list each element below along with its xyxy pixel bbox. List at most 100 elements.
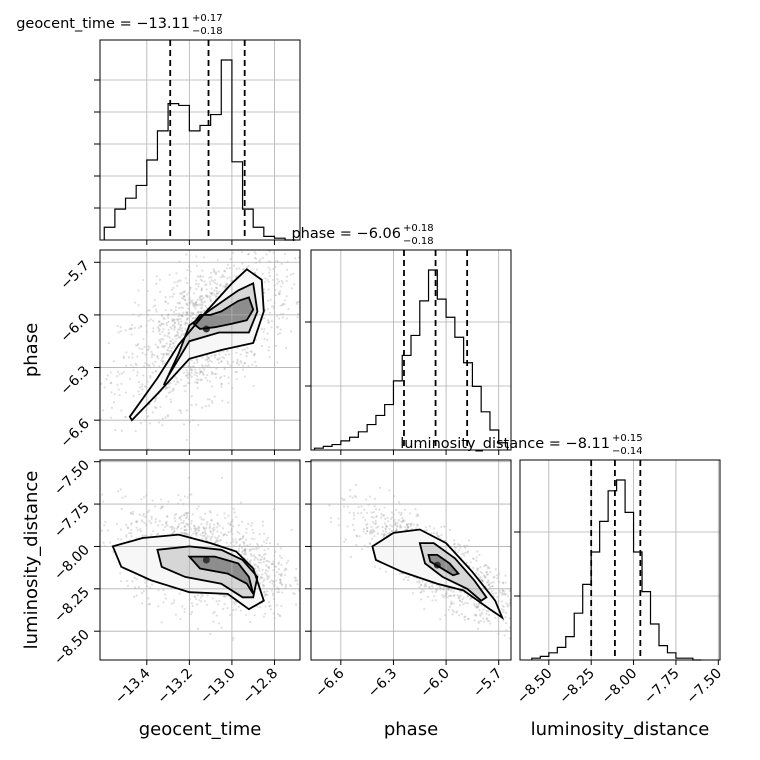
sample-point xyxy=(101,409,104,412)
sample-point xyxy=(135,578,138,581)
sample-point xyxy=(290,330,293,333)
sample-point xyxy=(206,373,209,377)
ytick-label: −7.50 xyxy=(51,457,93,499)
sample-point xyxy=(215,290,218,293)
sample-point xyxy=(168,273,171,276)
axes-frame xyxy=(99,459,301,661)
sample-point xyxy=(476,567,480,570)
sample-point xyxy=(263,549,266,552)
title-phase: phase = −6.06 xyxy=(291,226,401,242)
sample-point xyxy=(388,532,391,535)
sample-point xyxy=(383,532,386,536)
sample-point xyxy=(182,333,185,336)
sample-point xyxy=(269,311,272,314)
sample-point xyxy=(239,609,242,612)
sample-point xyxy=(352,517,355,520)
sample-point xyxy=(475,603,478,606)
sample-point xyxy=(251,528,254,532)
sample-point xyxy=(316,307,318,309)
sample-point xyxy=(278,554,282,558)
sample-point xyxy=(173,310,176,314)
sample-point xyxy=(289,247,291,249)
sample-point xyxy=(176,319,179,322)
sample-point xyxy=(464,546,467,549)
sample-point xyxy=(343,540,346,544)
sample-point xyxy=(167,320,170,324)
contour-inner xyxy=(187,555,255,595)
sample-point xyxy=(101,493,104,496)
sample-point xyxy=(152,319,155,322)
sample-point xyxy=(148,602,152,606)
density-peak xyxy=(202,556,210,564)
sample-point xyxy=(165,342,168,345)
sample-point xyxy=(194,595,197,598)
sample-point xyxy=(329,517,332,520)
scatter-group xyxy=(45,247,318,450)
sample-point xyxy=(258,554,262,557)
sample-point xyxy=(472,557,475,560)
sample-point xyxy=(199,310,202,313)
sample-point xyxy=(430,585,434,588)
sample-point xyxy=(109,371,112,374)
sample-point xyxy=(166,335,169,338)
sample-point xyxy=(102,500,105,503)
sample-point xyxy=(137,304,140,307)
sample-point xyxy=(120,429,123,432)
sample-point xyxy=(421,580,424,583)
sample-point xyxy=(272,594,275,597)
sample-point xyxy=(184,277,187,280)
sample-point xyxy=(360,548,364,551)
sample-point xyxy=(262,540,266,543)
sample-point xyxy=(165,395,168,398)
sample-point xyxy=(278,317,281,320)
sample-point xyxy=(174,613,178,616)
sample-point xyxy=(274,579,278,582)
sample-point xyxy=(308,578,310,580)
sample-point xyxy=(183,610,186,614)
sample-point xyxy=(296,302,299,305)
sample-point xyxy=(504,616,507,619)
sample-point xyxy=(228,267,232,270)
sample-point xyxy=(151,499,154,502)
sample-point xyxy=(239,359,242,363)
sample-point xyxy=(266,577,269,580)
sample-point xyxy=(208,356,211,359)
sample-point xyxy=(196,594,199,597)
sample-point xyxy=(167,500,170,503)
xtick-label: −7.50 xyxy=(683,666,725,708)
sample-point xyxy=(272,580,275,583)
sample-point xyxy=(435,532,438,535)
sample-point xyxy=(173,281,176,284)
xtick-label: −13.4 xyxy=(112,665,154,707)
sample-point xyxy=(125,364,128,367)
sample-point xyxy=(216,259,219,262)
sample-point xyxy=(485,609,488,613)
sample-point xyxy=(97,431,99,433)
sample-point xyxy=(158,519,161,523)
sample-point xyxy=(190,311,193,314)
sample-point xyxy=(207,363,210,366)
sample-point xyxy=(504,593,507,596)
sample-point xyxy=(167,391,170,394)
sample-point xyxy=(385,525,388,528)
contour-outer xyxy=(371,528,505,621)
sample-point xyxy=(415,527,418,530)
sample-point xyxy=(111,550,115,554)
sample-point xyxy=(142,590,145,593)
sample-point xyxy=(179,531,183,535)
sample-point xyxy=(218,599,221,603)
sample-point xyxy=(263,317,266,320)
sample-point xyxy=(255,257,258,260)
sample-point xyxy=(512,597,514,599)
sample-point xyxy=(173,529,176,533)
sample-point xyxy=(45,403,47,405)
sample-point xyxy=(208,404,211,407)
data-layer xyxy=(103,40,702,661)
sample-point xyxy=(191,604,194,607)
sample-point xyxy=(201,269,204,272)
sample-point xyxy=(482,574,486,577)
sample-point xyxy=(203,368,206,371)
sample-point xyxy=(373,497,376,500)
sample-point xyxy=(384,528,387,531)
sample-point xyxy=(485,612,488,615)
